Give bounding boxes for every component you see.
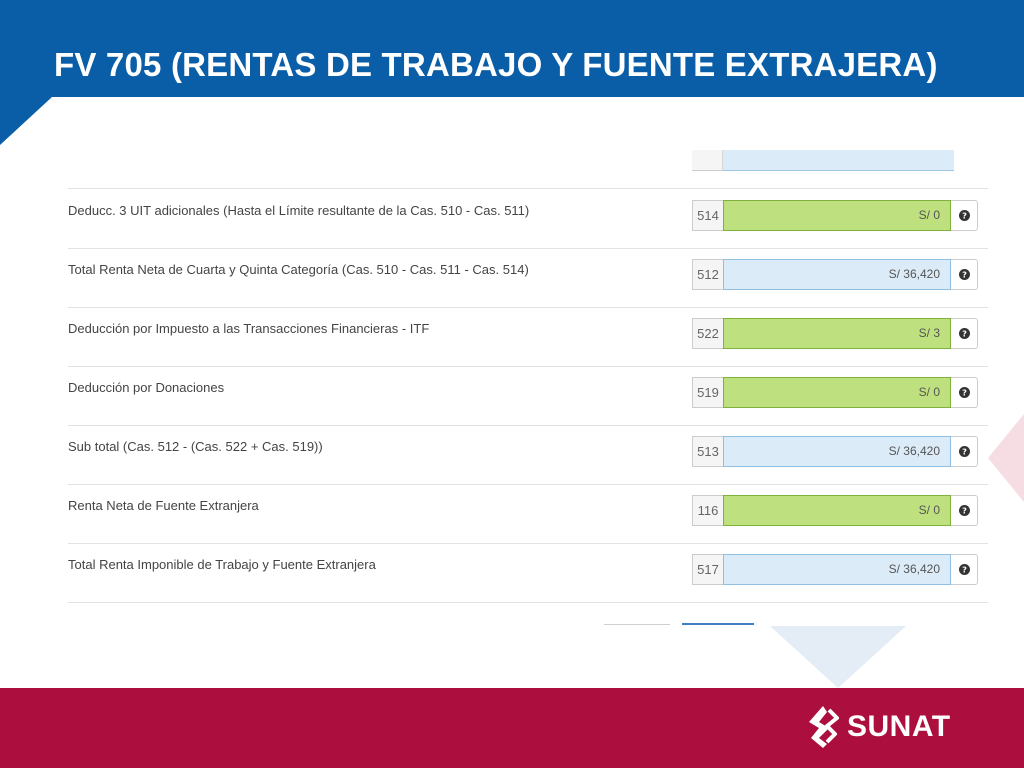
form-row-517: Total Renta Imponible de Trabajo y Fuent… <box>68 543 988 603</box>
row-label: Deducc. 3 UIT adicionales (Hasta el Lími… <box>68 203 530 218</box>
amount-input[interactable]: S/ 0 <box>723 200 951 231</box>
bottom-button-underline[interactable] <box>682 623 754 625</box>
question-icon: ? <box>958 446 970 457</box>
svg-text:?: ? <box>962 387 967 397</box>
sunat-logo: SUNAT <box>805 704 951 750</box>
field-group: 522 S/ 3 ? <box>692 318 978 349</box>
svg-text:?: ? <box>962 564 967 574</box>
help-button[interactable]: ? <box>951 554 978 585</box>
help-button[interactable]: ? <box>951 436 978 467</box>
field-group: 517 S/ 36,420 ? <box>692 554 978 585</box>
amount-input[interactable]: S/ 36,420 <box>723 259 951 290</box>
question-icon: ? <box>958 505 970 516</box>
row-label: Renta Neta de Fuente Extranjera <box>68 498 259 513</box>
help-button[interactable]: ? <box>951 495 978 526</box>
question-icon: ? <box>958 564 970 575</box>
form-row-522: Deducción por Impuesto a las Transaccion… <box>68 307 988 367</box>
form-row-514: Deducc. 3 UIT adicionales (Hasta el Lími… <box>68 189 988 249</box>
case-code: 116 <box>692 495 723 526</box>
case-code: 522 <box>692 318 723 349</box>
right-arrow-decoration <box>988 414 1024 502</box>
row-label: Total Renta Neta de Cuarta y Quinta Cate… <box>68 262 529 277</box>
partial-field-group <box>692 150 954 171</box>
form-row-519: Deducción por Donaciones 519 S/ 0 ? <box>68 366 988 426</box>
bottom-button-outline[interactable] <box>604 624 670 625</box>
amount-input[interactable]: S/ 36,420 <box>723 554 951 585</box>
partial-form-row <box>68 150 988 189</box>
field-group: 513 S/ 36,420 ? <box>692 436 978 467</box>
form-row-116: Renta Neta de Fuente Extranjera 116 S/ 0… <box>68 484 988 544</box>
page-title: FV 705 (RENTAS DE TRABAJO Y FUENTE EXTRA… <box>54 46 938 83</box>
help-button[interactable]: ? <box>951 259 978 290</box>
row-label: Sub total (Cas. 512 - (Cas. 522 + Cas. 5… <box>68 439 323 454</box>
form-row-512: Total Renta Neta de Cuarta y Quinta Cate… <box>68 248 988 308</box>
sunat-logo-text: SUNAT <box>847 710 951 743</box>
row-label: Deducción por Impuesto a las Transaccion… <box>68 321 430 336</box>
field-group: 519 S/ 0 ? <box>692 377 978 408</box>
partial-case-code <box>692 150 723 171</box>
field-group: 514 S/ 0 ? <box>692 200 978 231</box>
question-icon: ? <box>958 387 970 398</box>
case-code: 514 <box>692 200 723 231</box>
amount-input[interactable]: S/ 0 <box>723 377 951 408</box>
amount-input[interactable]: S/ 36,420 <box>723 436 951 467</box>
case-code: 513 <box>692 436 723 467</box>
case-code: 517 <box>692 554 723 585</box>
form-row-513: Sub total (Cas. 512 - (Cas. 522 + Cas. 5… <box>68 425 988 485</box>
sunat-logo-icon <box>809 706 839 748</box>
field-group: 116 S/ 0 ? <box>692 495 978 526</box>
help-button[interactable]: ? <box>951 318 978 349</box>
form-panel: Deducc. 3 UIT adicionales (Hasta el Lími… <box>68 150 988 634</box>
case-code: 519 <box>692 377 723 408</box>
svg-text:?: ? <box>962 328 967 338</box>
svg-text:?: ? <box>962 269 967 279</box>
question-icon: ? <box>958 269 970 280</box>
down-arrow-decoration <box>770 626 906 688</box>
header-corner-decoration <box>0 97 52 145</box>
svg-text:?: ? <box>962 505 967 515</box>
field-group: 512 S/ 36,420 ? <box>692 259 978 290</box>
question-icon: ? <box>958 328 970 339</box>
svg-text:?: ? <box>962 446 967 456</box>
svg-text:?: ? <box>962 210 967 220</box>
amount-input[interactable]: S/ 0 <box>723 495 951 526</box>
question-icon: ? <box>958 210 970 221</box>
partial-amount-field[interactable] <box>723 150 954 170</box>
row-label: Total Renta Imponible de Trabajo y Fuent… <box>68 557 376 572</box>
case-code: 512 <box>692 259 723 290</box>
footer-band <box>0 688 1024 768</box>
header-band <box>0 0 1024 97</box>
amount-input[interactable]: S/ 3 <box>723 318 951 349</box>
help-button[interactable]: ? <box>951 377 978 408</box>
row-label: Deducción por Donaciones <box>68 380 225 395</box>
help-button[interactable]: ? <box>951 200 978 231</box>
